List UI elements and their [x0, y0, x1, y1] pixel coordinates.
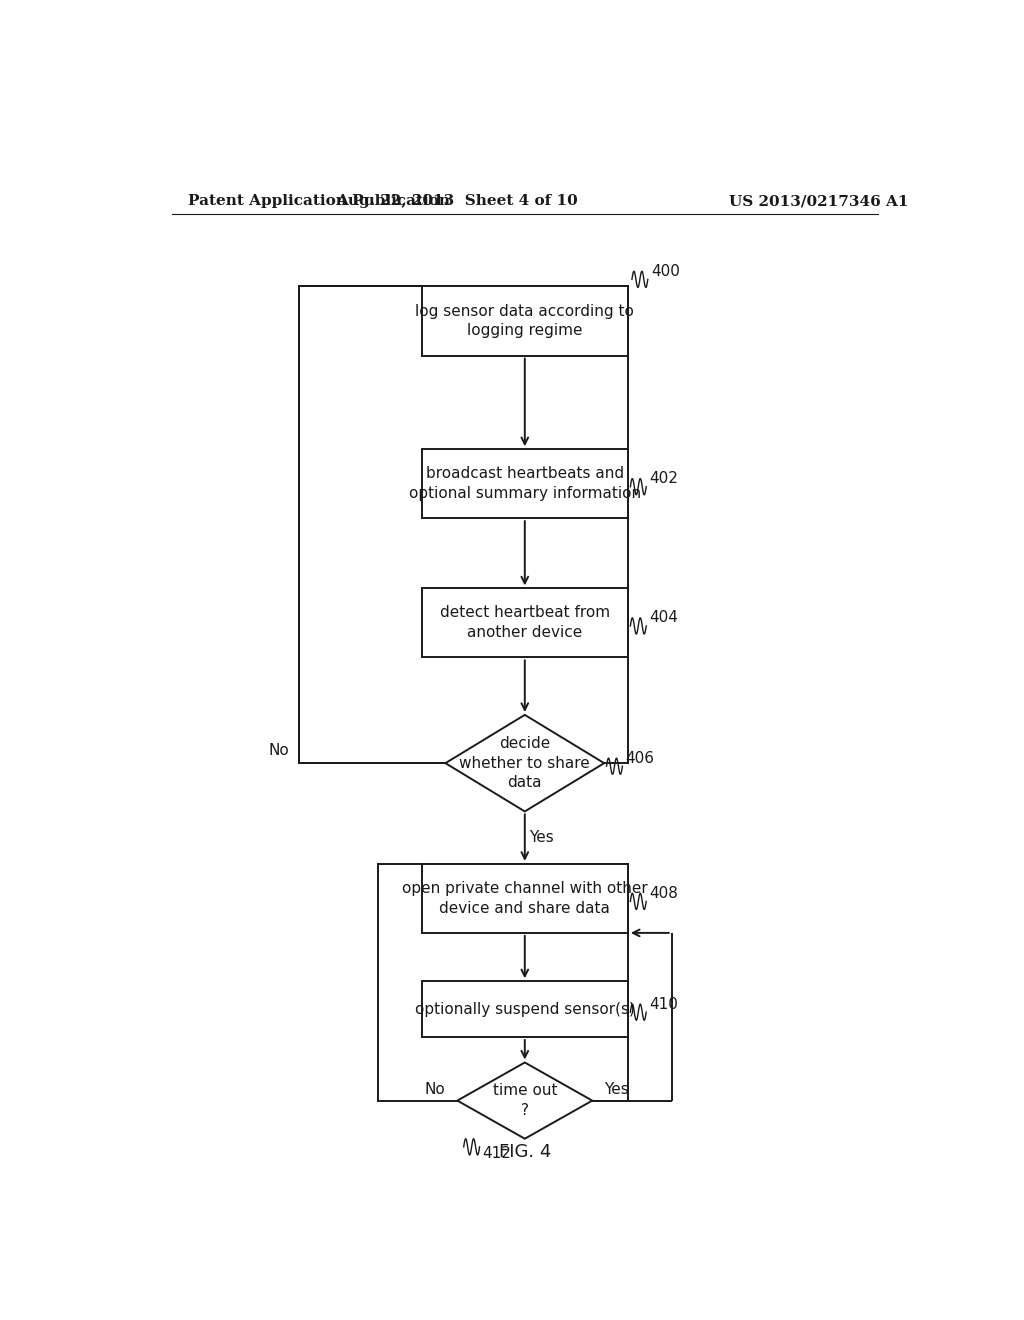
Polygon shape	[458, 1063, 592, 1139]
Text: Yes: Yes	[604, 1081, 629, 1097]
Text: No: No	[425, 1081, 445, 1097]
Text: 412: 412	[482, 1147, 512, 1162]
Text: 402: 402	[649, 471, 678, 486]
Text: open private channel with other
device and share data: open private channel with other device a…	[402, 880, 647, 916]
Text: Yes: Yes	[528, 830, 554, 845]
Text: 400: 400	[651, 264, 680, 279]
Text: 408: 408	[649, 886, 678, 900]
Polygon shape	[445, 715, 604, 812]
FancyBboxPatch shape	[422, 589, 628, 657]
Text: US 2013/0217346 A1: US 2013/0217346 A1	[729, 194, 908, 209]
FancyBboxPatch shape	[422, 286, 628, 355]
Text: FIG. 4: FIG. 4	[499, 1143, 551, 1162]
Text: log sensor data according to
logging regime: log sensor data according to logging reg…	[416, 304, 634, 338]
Text: 404: 404	[649, 610, 678, 626]
Text: No: No	[268, 743, 289, 758]
Text: broadcast heartbeats and
optional summary information: broadcast heartbeats and optional summar…	[409, 466, 641, 502]
Text: time out
?: time out ?	[493, 1084, 557, 1118]
Text: Patent Application Publication: Patent Application Publication	[187, 194, 450, 209]
Text: 410: 410	[649, 997, 678, 1011]
Text: optionally suspend sensor(s): optionally suspend sensor(s)	[415, 1002, 635, 1016]
FancyBboxPatch shape	[422, 863, 628, 933]
FancyBboxPatch shape	[422, 449, 628, 519]
Text: 406: 406	[626, 751, 654, 766]
FancyBboxPatch shape	[422, 981, 628, 1038]
Text: decide
whether to share
data: decide whether to share data	[460, 735, 590, 791]
Text: detect heartbeat from
another device: detect heartbeat from another device	[439, 606, 610, 640]
Text: Aug. 22, 2013  Sheet 4 of 10: Aug. 22, 2013 Sheet 4 of 10	[337, 194, 579, 209]
